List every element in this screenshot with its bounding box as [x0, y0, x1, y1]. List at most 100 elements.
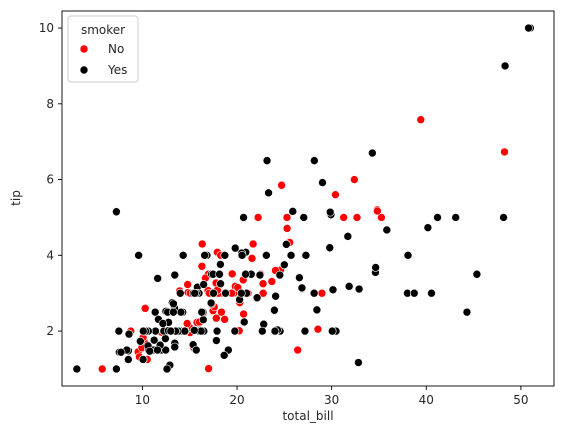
point-yes-154 [270, 305, 279, 315]
point-no-38 [220, 315, 229, 324]
point-no-78 [373, 206, 382, 216]
point-yes-269 [169, 299, 178, 309]
point-no-57 [500, 147, 509, 157]
point-yes-151 [175, 288, 185, 298]
y-tick-label-4: 10 [39, 21, 54, 35]
legend-label-no: No [108, 42, 124, 56]
point-yes-143 [462, 307, 472, 317]
point-yes-1 [149, 335, 159, 345]
point-yes-241 [220, 251, 230, 260]
point-yes-217 [212, 326, 222, 336]
point-yes-175 [216, 279, 225, 289]
point-yes-243 [166, 326, 176, 336]
point-yes-280 [318, 178, 327, 187]
point-yes-155 [286, 251, 296, 260]
point-no-66 [282, 213, 292, 222]
point-yes-205 [209, 288, 218, 298]
point-yes-136 [423, 223, 433, 232]
point-yes-253 [500, 61, 510, 71]
point-yes-261 [158, 319, 168, 328]
y-tick-label-2: 6 [46, 173, 54, 187]
point-yes-238 [451, 213, 460, 222]
y-tick-label-3: 8 [46, 97, 54, 111]
point-no-39 [339, 213, 348, 222]
x-tick-label-1: 20 [229, 393, 244, 407]
point-yes-137 [301, 251, 311, 260]
point-yes-189 [136, 336, 145, 346]
x-tick-label-0: 10 [135, 393, 150, 407]
point-no-87 [258, 279, 268, 289]
point-yes-211 [524, 23, 533, 33]
point-yes-225 [427, 288, 436, 298]
plot-frame [61, 10, 555, 387]
x-tick-label-2: 30 [324, 393, 339, 407]
point-yes-233 [312, 305, 322, 315]
point-no-48 [313, 324, 323, 334]
point-yes-282 [257, 326, 267, 336]
point-no-31 [217, 307, 226, 317]
point-yes-231 [191, 345, 201, 355]
point-yes-235 [200, 251, 209, 260]
point-yes-222 [264, 188, 273, 198]
point-yes-275 [190, 288, 200, 298]
point-yes-281 [300, 326, 310, 336]
point-yes-153 [403, 251, 413, 260]
point-yes-277 [162, 364, 172, 374]
point-yes-263 [124, 329, 134, 339]
point-no-0 [204, 364, 213, 373]
point-yes-226 [239, 213, 248, 222]
point-yes-184 [299, 213, 309, 222]
point-no-33 [239, 309, 248, 319]
point-yes-214 [344, 282, 354, 291]
point-yes-195 [230, 326, 240, 336]
point-no-81 [277, 180, 286, 190]
point-yes-246 [199, 280, 208, 289]
legend-marker-no [79, 44, 89, 54]
point-yes-183 [433, 213, 442, 222]
legend-label-yes: Yes [107, 63, 127, 77]
point-yes-230 [262, 251, 271, 260]
point-yes-268 [237, 288, 246, 298]
legend: smoker No Yes [67, 15, 139, 83]
point-no-3 [267, 277, 277, 286]
point-yes-257 [309, 288, 319, 298]
point-no-23 [416, 115, 426, 125]
point-yes-193 [206, 298, 216, 308]
ticks-layer: 10 20 30 40 50 2 4 6 8 10 [39, 21, 529, 407]
point-yes-190 [114, 326, 124, 336]
y-tick-label-0: 2 [46, 324, 54, 338]
point-yes-252 [288, 207, 298, 216]
point-yes-266 [197, 307, 207, 317]
point-no-83 [317, 288, 327, 298]
point-yes-259 [116, 347, 126, 357]
point-no-15 [247, 254, 257, 263]
point-yes-206 [275, 270, 285, 280]
plot-background [62, 11, 554, 386]
point-yes-234 [189, 326, 199, 335]
point-no-25 [212, 313, 221, 323]
point-yes-265 [170, 342, 180, 352]
point-no-9 [183, 280, 192, 289]
point-yes-284 [221, 288, 230, 298]
point-yes-273 [153, 274, 162, 283]
point-yes-176 [124, 355, 133, 364]
point-no-55 [227, 269, 237, 279]
point-yes-207 [239, 317, 249, 327]
point-no-71 [258, 288, 268, 298]
point-yes-221 [371, 263, 380, 272]
point-yes-213 [112, 207, 121, 217]
x-tick-label-4: 50 [513, 393, 528, 407]
point-yes-219 [134, 251, 143, 260]
legend-marker-yes [79, 65, 89, 75]
point-no-47 [350, 175, 359, 184]
point-yes-278 [354, 358, 363, 367]
point-yes-187 [219, 351, 229, 360]
legend-box [67, 15, 139, 83]
point-yes-141 [150, 307, 160, 317]
point-yes-267 [138, 326, 148, 336]
point-yes-276 [138, 355, 148, 364]
point-yes-232 [230, 243, 240, 253]
point-yes-245 [237, 251, 247, 260]
x-tick-label-3: 40 [419, 393, 434, 407]
